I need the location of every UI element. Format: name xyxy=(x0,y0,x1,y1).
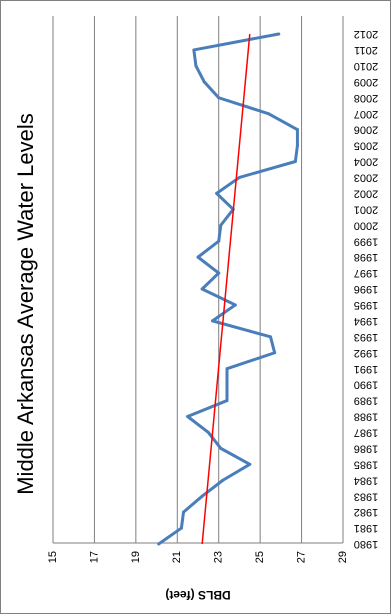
x-tick-label: 1988 xyxy=(354,411,378,423)
data-point xyxy=(215,191,219,195)
data-point xyxy=(211,319,214,323)
x-tick-label: 2000 xyxy=(354,219,378,231)
x-tick-label: 1980 xyxy=(354,538,378,550)
data-point xyxy=(273,351,277,355)
x-tick-label: 1990 xyxy=(354,379,378,391)
x-tick-label: 2010 xyxy=(354,60,378,72)
data-point xyxy=(202,80,206,84)
y-tick-label: 15 xyxy=(47,551,59,563)
data-point xyxy=(196,255,200,259)
x-tick-label: 1983 xyxy=(354,490,378,502)
x-tick-label: 1995 xyxy=(354,299,378,311)
y-tick-label: 17 xyxy=(88,551,100,563)
x-tick-label: 1985 xyxy=(354,458,378,470)
x-tick-label: 1982 xyxy=(354,506,378,518)
data-point xyxy=(219,223,223,227)
data-point xyxy=(233,303,237,307)
data-point xyxy=(217,96,221,100)
y-tick-labels: 15 17 19 21 23 25 27 29 xyxy=(47,551,349,563)
x-tick-label: 2002 xyxy=(354,187,378,199)
data-point xyxy=(200,287,204,291)
x-tick-label: 1993 xyxy=(354,331,378,343)
x-tick-label: 2006 xyxy=(354,124,378,136)
data-point xyxy=(157,542,161,546)
y-axis-label: DBLS (feet) xyxy=(165,588,230,602)
x-tick-label: 1984 xyxy=(354,474,378,486)
x-tick-label: 1996 xyxy=(354,283,378,295)
data-point xyxy=(219,446,223,450)
x-tick-label: 1998 xyxy=(354,251,378,263)
data-point xyxy=(293,160,297,163)
data-point xyxy=(186,415,190,418)
x-tick-label: 1987 xyxy=(354,427,378,439)
data-point xyxy=(225,399,229,403)
data-point xyxy=(217,271,221,275)
x-tick-label: 1992 xyxy=(354,347,378,359)
data-point xyxy=(248,462,252,466)
data-point xyxy=(221,478,225,482)
x-tick-label: 1981 xyxy=(354,522,378,534)
data-point xyxy=(295,144,299,148)
y-tick-label: 25 xyxy=(254,551,266,563)
x-tick-labels: 1980 1981 1982 1983 1984 1985 1986 1987 1988 1989… xyxy=(354,28,378,550)
x-tick-label: 2012 xyxy=(354,28,378,40)
data-point xyxy=(225,367,229,371)
data-point xyxy=(269,335,272,339)
x-tick-label: 2003 xyxy=(354,172,378,184)
x-tick-label: 1991 xyxy=(354,363,378,375)
x-tick-label: 1994 xyxy=(354,315,378,327)
data-point xyxy=(179,526,183,530)
data-point xyxy=(217,239,221,243)
series-layer xyxy=(157,32,299,546)
x-tick-label: 1999 xyxy=(354,235,378,247)
x-tick-label: 2005 xyxy=(354,140,378,152)
x-tick-label: 2001 xyxy=(354,203,378,215)
x-tick-label: 2009 xyxy=(354,76,378,88)
data-point xyxy=(194,64,198,68)
x-tick-label: 1997 xyxy=(354,267,378,279)
data-point xyxy=(200,494,204,498)
x-tick-label: 1986 xyxy=(354,442,378,454)
data-point xyxy=(277,32,281,36)
data-point xyxy=(237,175,241,179)
data-point xyxy=(182,510,185,514)
trendline xyxy=(201,33,251,545)
y-axis-label-group: DBLS (feet) xyxy=(165,588,230,602)
y-tick-label: 23 xyxy=(213,551,225,563)
data-point xyxy=(206,430,210,434)
data-point xyxy=(192,48,196,52)
y-tick-label: 21 xyxy=(171,551,183,563)
x-tick-label: 2004 xyxy=(354,156,378,168)
y-tick-label: 29 xyxy=(337,551,349,563)
data-point xyxy=(295,128,299,132)
y-tick-label: 19 xyxy=(130,551,142,563)
data-point xyxy=(225,383,229,387)
x-tick-label: 2011 xyxy=(354,44,378,56)
series-line xyxy=(157,32,299,546)
x-tick-label: 1989 xyxy=(354,395,378,407)
y-tick-label: 27 xyxy=(295,551,307,563)
x-tick-label: 2007 xyxy=(354,108,378,120)
x-tick-label: 2008 xyxy=(354,92,378,104)
data-point xyxy=(266,112,270,116)
